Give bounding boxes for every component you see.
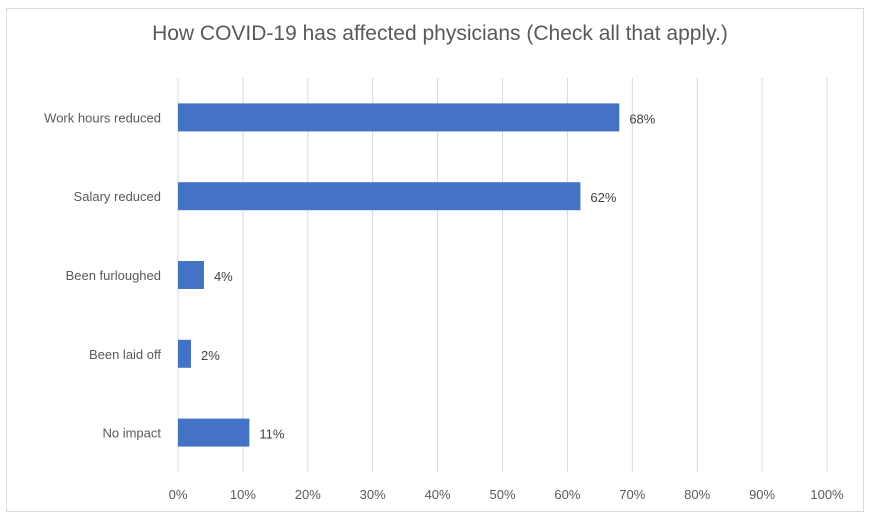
bar [178,103,620,132]
bar [178,261,204,289]
category-label: Work hours reduced [44,110,161,125]
bar [178,418,250,447]
data-label: 11% [259,427,284,442]
data-label: 4% [214,269,233,284]
x-tick-label: 10% [230,487,256,502]
chart-title: How COVID-19 has affected physicians (Ch… [152,22,728,45]
gridlines [177,78,828,472]
data-label: 2% [201,348,220,363]
x-tick-label: 20% [295,487,321,502]
data-labels: 68% 62% 4% 2% 11% [201,111,656,441]
category-label: Been furloughed [66,268,161,283]
x-tick-label: 90% [749,487,775,502]
x-tick-label: 30% [360,487,386,502]
category-label: Salary reduced [74,189,161,204]
category-label: Been laid off [89,347,161,362]
x-tick-labels: 0% 10% 20% 30% 40% 50% 60% 70% 80% 90% 100% [169,487,844,502]
bar [178,182,581,211]
x-tick-label: 40% [425,487,451,502]
chart-frame [6,8,864,512]
bars [178,103,620,447]
x-tick-label: 50% [489,487,515,502]
x-tick-label: 100% [810,487,844,502]
data-label: 68% [629,111,655,126]
x-tick-label: 60% [554,487,580,502]
x-tick-label: 80% [684,487,710,502]
x-tick-label: 70% [619,487,645,502]
category-labels: Work hours reduced Salary reduced Been fur… [44,110,161,440]
x-tick-label: 0% [169,487,188,502]
data-label: 62% [590,190,616,205]
bar [178,339,191,368]
category-label: No impact [102,426,161,441]
